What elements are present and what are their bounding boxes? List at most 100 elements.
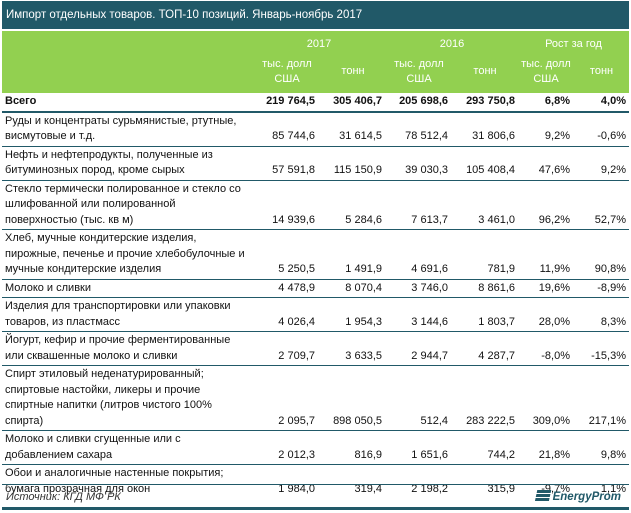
cell-value: 4,0%	[573, 93, 629, 113]
cell-value: 8 861,6	[451, 278, 518, 298]
cell-value: 816,9	[318, 430, 385, 465]
source-note: Источник: КГД МФ РК	[6, 491, 121, 503]
cell-value: 3 633,5	[318, 331, 385, 366]
cell-value: 115 150,9	[318, 145, 385, 180]
cell-value: 4 478,9	[252, 278, 318, 298]
import-table: Всего 219 764,5 305 406,7 205 698,6 293 750,…	[2, 93, 629, 498]
cell-value: 5 284,6	[318, 179, 385, 230]
cell-value: 319,4	[318, 464, 385, 498]
row-label: Руды и концентраты сурьмянистые, ртутные…	[2, 111, 252, 146]
cell-value: 2 095,7	[252, 365, 318, 431]
cell-value: 2 012,3	[252, 430, 318, 465]
logo-icon	[534, 490, 551, 502]
cell-value: 9,2%	[518, 111, 573, 146]
table-row: Молоко и сливки сгущенные или с добавлен…	[2, 430, 629, 465]
row-label: Стекло термически полированное и стекло …	[2, 179, 252, 230]
cell-value: 219 764,5	[252, 93, 318, 113]
cell-value: 85 744,6	[252, 111, 318, 146]
cell-value: 105 408,4	[451, 145, 518, 180]
header-tons: тонн	[473, 65, 497, 77]
cell-value: 14 939,6	[252, 179, 318, 230]
cell-value: 205 698,6	[385, 93, 451, 113]
row-label: Молоко и сливки	[2, 278, 252, 298]
table-row: Йогурт, кефир и прочие ферментированные …	[2, 331, 629, 366]
table-row: Стекло термически полированное и стекло …	[2, 179, 629, 230]
table-title: Импорт отдельных товаров. ТОП-10 позиций…	[2, 1, 629, 29]
cell-value: 3 144,6	[385, 297, 451, 332]
cell-value: 1 491,9	[318, 229, 385, 279]
cell-value: 1,1%	[573, 464, 629, 498]
cell-value: 315,9	[451, 464, 518, 498]
row-label: Молоко и сливки сгущенные или с добавлен…	[2, 430, 252, 465]
cell-value: 8,3%	[573, 297, 629, 332]
cell-value: 3 746,0	[385, 278, 451, 298]
cell-value: 512,4	[385, 365, 451, 431]
cell-value: -8,9%	[573, 278, 629, 298]
cell-value: -15,3%	[573, 331, 629, 366]
cell-value: 2 944,7	[385, 331, 451, 366]
cell-value: 744,2	[451, 430, 518, 465]
table-row: Спирт этиловый неденатурированный; спирт…	[2, 365, 629, 431]
cell-value: 1 651,6	[385, 430, 451, 465]
row-label: Обои и аналогичные настенные покрытия; б…	[2, 464, 252, 498]
cell-value: 47,6%	[518, 145, 573, 180]
footer: Источник: КГД МФ РК EnergyProm	[2, 484, 629, 510]
header-tons: тонн	[589, 65, 614, 77]
cell-value: 9,8%	[573, 430, 629, 465]
cell-value: 309,0%	[518, 365, 573, 431]
cell-value: 293 750,8	[451, 93, 518, 113]
cell-value: 21,8%	[518, 430, 573, 465]
cell-value: 96,2%	[518, 179, 573, 230]
total-row: Всего 219 764,5 305 406,7 205 698,6 293 750,…	[2, 93, 629, 113]
cell-value: 1 803,7	[451, 297, 518, 332]
cell-value: 781,9	[451, 229, 518, 279]
header-usd: тыс. долл США	[262, 58, 312, 85]
cell-value: 7 613,7	[385, 179, 451, 230]
row-label: Нефть и нефтепродукты, полученные из бит…	[2, 145, 252, 180]
row-label: Всего	[2, 93, 252, 113]
cell-value: 217,1%	[573, 365, 629, 431]
cell-value: 2 709,7	[252, 331, 318, 366]
table-row: Нефть и нефтепродукты, полученные из бит…	[2, 145, 629, 180]
cell-value: 4 026,4	[252, 297, 318, 332]
cell-value: 31 614,5	[318, 111, 385, 146]
header-usd: тыс. долл США	[394, 58, 444, 85]
cell-value: 3 461,0	[451, 179, 518, 230]
cell-value: -0,6%	[573, 111, 629, 146]
row-label: Йогурт, кефир и прочие ферментированные …	[2, 331, 252, 366]
row-label: Спирт этиловый неденатурированный; спирт…	[2, 365, 252, 431]
cell-value: 1 984,0	[252, 464, 318, 498]
cell-value: 9,2%	[573, 145, 629, 180]
cell-value: 39 030,3	[385, 145, 451, 180]
cell-value: 52,7%	[573, 179, 629, 230]
cell-value: 2 198,2	[385, 464, 451, 498]
table-row: Руды и концентраты сурьмянистые, ртутные…	[2, 111, 629, 146]
cell-value: 305 406,7	[318, 93, 385, 113]
header-2017: 2017	[306, 38, 332, 50]
cell-value: 1 954,3	[318, 297, 385, 332]
cell-value: 11,9%	[518, 229, 573, 279]
header-usd: тыс. долл США	[521, 58, 571, 85]
cell-value: 898 050,5	[318, 365, 385, 431]
table-row: Хлеб, мучные кондитерские изделия, пирож…	[2, 229, 629, 279]
logo-text: EnergyProm	[552, 491, 621, 503]
cell-value: 4 691,6	[385, 229, 451, 279]
cell-value: 90,8%	[573, 229, 629, 279]
table-row: Молоко и сливки 4 478,9 8 070,4 3 746,0 8 86…	[2, 278, 629, 298]
row-label: Хлеб, мучные кондитерские изделия, пирож…	[2, 229, 252, 279]
cell-value: 6,8%	[518, 93, 573, 113]
cell-value: 57 591,8	[252, 145, 318, 180]
header-growth: Рост за год	[545, 38, 602, 50]
header-tons: тонн	[341, 65, 365, 77]
table-row: Изделия для транспортировки или упаковки…	[2, 297, 629, 332]
cell-value: 31 806,6	[451, 111, 518, 146]
cell-value: -8,0%	[518, 331, 573, 366]
energyprom-logo: EnergyProm	[534, 490, 621, 503]
cell-value: 28,0%	[518, 297, 573, 332]
table-header: 2017 2016 Рост за год тыс. долл США тонн…	[2, 31, 629, 93]
cell-value: 5 250,5	[252, 229, 318, 279]
cell-value: 19,6%	[518, 278, 573, 298]
cell-value: 8 070,4	[318, 278, 385, 298]
cell-value: 283 222,5	[451, 365, 518, 431]
header-2016: 2016	[439, 38, 465, 50]
